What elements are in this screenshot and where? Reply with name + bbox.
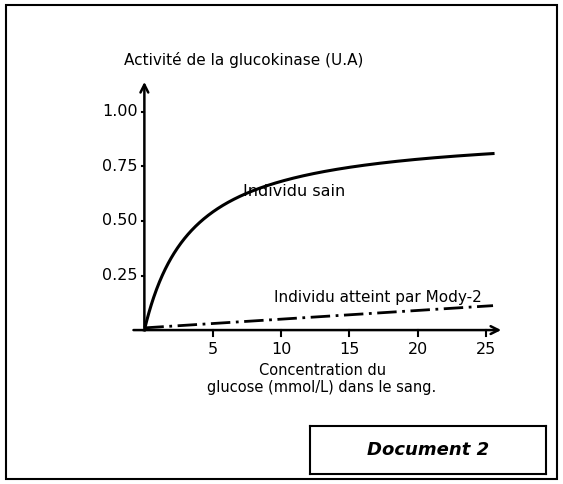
Text: 15: 15: [339, 342, 360, 357]
Text: 25: 25: [476, 342, 497, 357]
Text: Document 2: Document 2: [367, 441, 489, 459]
Text: 10: 10: [271, 342, 291, 357]
Text: Concentration du
glucose (mmol/L) dans le sang.: Concentration du glucose (mmol/L) dans l…: [208, 363, 437, 395]
Text: 1.00: 1.00: [102, 105, 137, 120]
Text: Individu sain: Individu sain: [243, 184, 345, 199]
Text: Activité de la glucokinase (U.A): Activité de la glucokinase (U.A): [124, 52, 363, 68]
Text: 0.25: 0.25: [102, 268, 137, 283]
Text: 20: 20: [408, 342, 428, 357]
Text: 5: 5: [208, 342, 218, 357]
Text: Individu atteint par Mody-2: Individu atteint par Mody-2: [274, 290, 482, 305]
Text: 0.50: 0.50: [102, 213, 137, 228]
Text: 0.75: 0.75: [102, 159, 137, 174]
